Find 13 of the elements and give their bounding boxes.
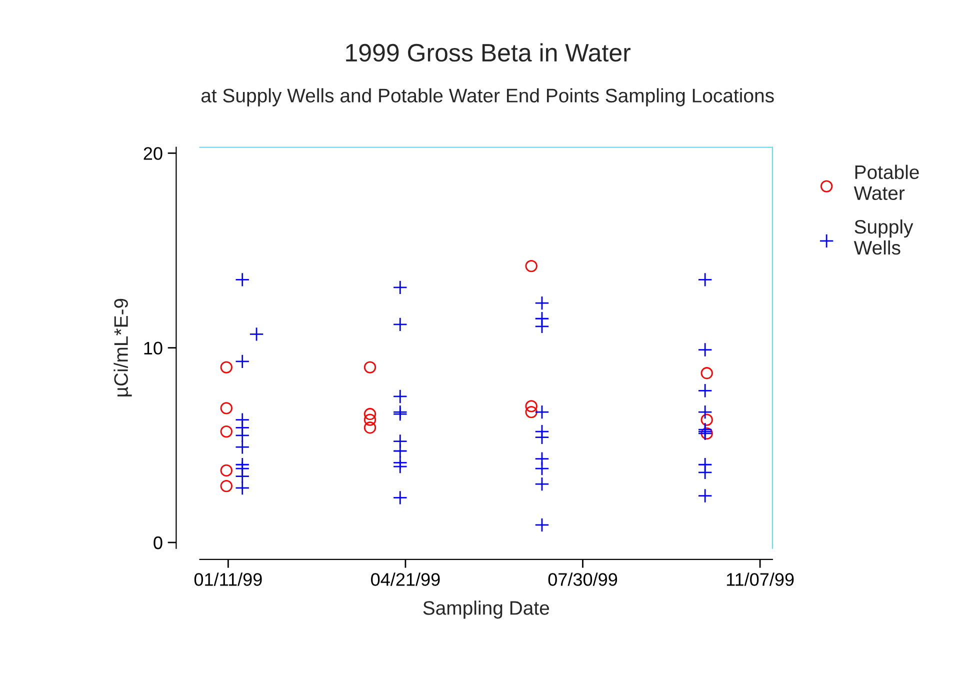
y-tick-label: 20 — [144, 147, 162, 160]
chart-title: 1999 Gross Beta in Water — [346, 43, 630, 62]
x-tick-label: 11/07/99 — [726, 572, 794, 586]
legend-label: Supply Wells — [854, 219, 914, 255]
x-tick-label: 01/11/99 — [194, 572, 262, 586]
chart-subtitle: at Supply Wells and Potable Water End Points Sampling Locations — [201, 88, 774, 106]
y-axis-title: µCi/mL*E-9 — [114, 298, 132, 396]
x-tick-label: 04/21/99 — [371, 572, 440, 586]
y-tick-label: 10 — [144, 342, 162, 355]
x-tick-label: 07/30/99 — [548, 572, 618, 586]
y-tick-label: 0 — [154, 536, 162, 550]
x-axis-title: Sampling Date — [423, 600, 550, 619]
legend-label: Potable Water — [854, 164, 919, 200]
